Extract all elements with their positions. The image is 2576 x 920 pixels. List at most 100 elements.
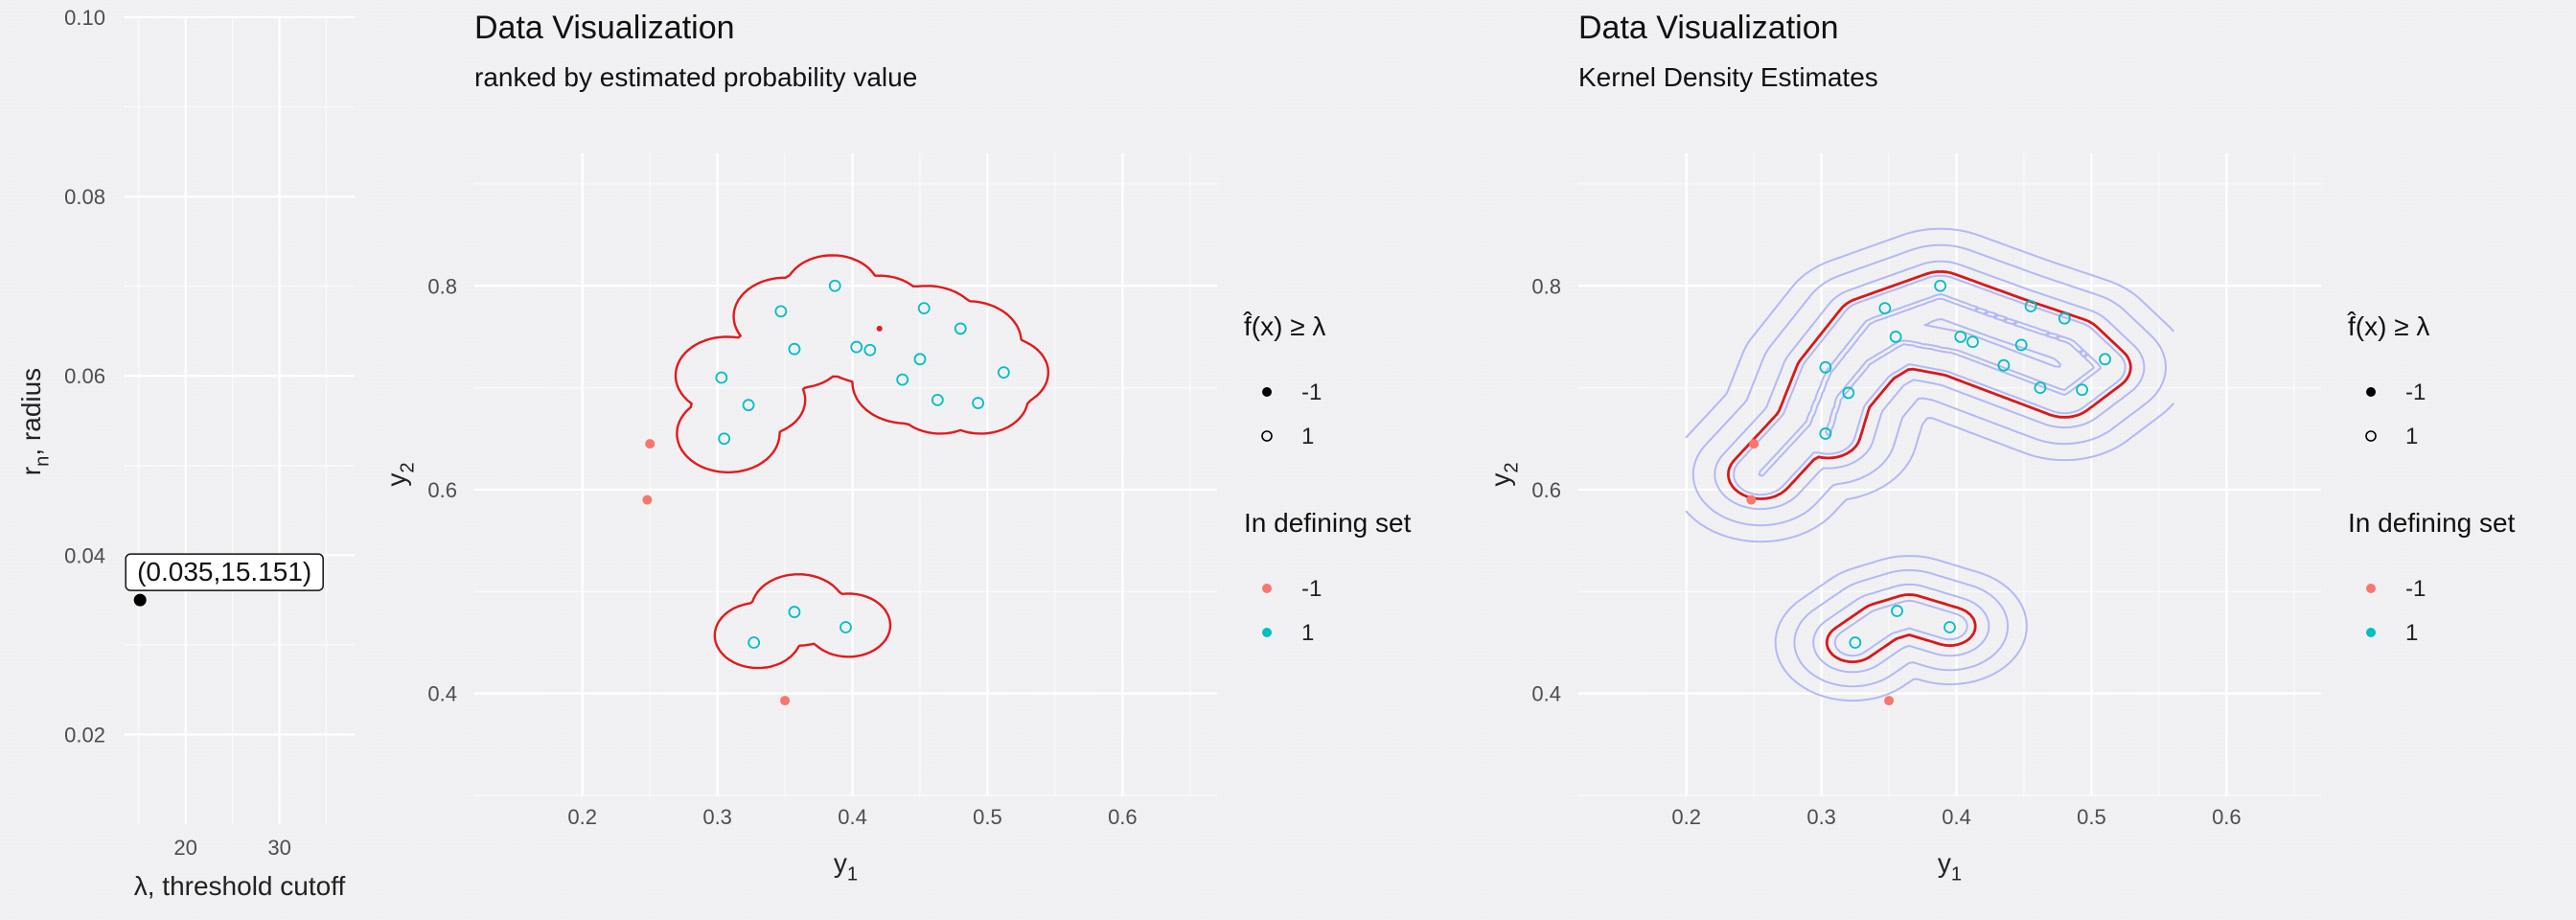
data-point-1 bbox=[1889, 331, 1902, 343]
legend-label: -1 bbox=[1301, 576, 1322, 602]
data-point-1 bbox=[715, 371, 728, 384]
x-tick-label: 0.6 bbox=[2212, 805, 2242, 829]
x-axis-label: λ, threshold cutoff bbox=[134, 871, 346, 901]
data-point-1 bbox=[1819, 360, 1832, 374]
data-point-1 bbox=[788, 342, 801, 356]
annotation-label: (0.035,15.151) bbox=[137, 557, 311, 586]
legend-key-open bbox=[1261, 430, 1273, 442]
data-point-1 bbox=[850, 340, 863, 354]
y-tick-label: 0.8 bbox=[1531, 274, 1561, 298]
kde-contour bbox=[1758, 293, 2102, 477]
y-tick-label: 0.4 bbox=[1531, 682, 1561, 706]
data-point--1 bbox=[642, 494, 653, 505]
chart-title: Data Visualization bbox=[1578, 10, 1839, 46]
kde-threshold-contour bbox=[1727, 270, 2132, 500]
data-point-1 bbox=[2024, 300, 2037, 312]
data-point-1 bbox=[2076, 383, 2088, 397]
legend-key-color bbox=[1262, 584, 1272, 593]
data-point-1 bbox=[917, 302, 931, 315]
x-tick-label: 0.4 bbox=[838, 805, 867, 829]
data-point-1 bbox=[913, 353, 927, 366]
data-point--1 bbox=[1884, 696, 1895, 706]
data-point-1 bbox=[954, 322, 967, 335]
legend-title-color: In defining set bbox=[2348, 508, 2516, 538]
data-point-1 bbox=[972, 397, 984, 409]
data-point-1 bbox=[1966, 335, 1979, 349]
legend-title-shape: f̂(x) ≥ λ bbox=[2347, 311, 2430, 341]
y-tick-label: 0.8 bbox=[427, 274, 457, 298]
legend-key-color bbox=[2366, 584, 2376, 593]
data-point-1 bbox=[2034, 381, 2047, 395]
data-point-1 bbox=[742, 399, 755, 412]
legend-key-color bbox=[1262, 628, 1272, 637]
chart-subtitle: ranked by estimated probability value bbox=[474, 62, 917, 92]
data-point bbox=[133, 593, 147, 607]
data-point-1 bbox=[1878, 302, 1892, 315]
legend-key-color bbox=[2366, 628, 2376, 637]
x-tick-label: 0.5 bbox=[973, 805, 1002, 829]
y-tick-label: 0.6 bbox=[427, 478, 457, 502]
data-point-1 bbox=[1842, 386, 1855, 400]
x-tick-label: 0.6 bbox=[1108, 805, 1138, 829]
x-tick-label: 0.3 bbox=[1806, 805, 1836, 829]
contour-boundary bbox=[713, 573, 892, 670]
annotation-box bbox=[125, 553, 324, 591]
chart-subtitle: Kernel Density Estimates bbox=[1578, 62, 1878, 92]
data-point-1 bbox=[1891, 605, 1903, 617]
data-point--1 bbox=[1746, 494, 1757, 505]
x-tick-label: 0.2 bbox=[1671, 805, 1701, 829]
data-point-1 bbox=[774, 305, 788, 318]
data-point--1 bbox=[780, 696, 791, 706]
x-axis-label: y1 bbox=[834, 848, 858, 885]
legend-title-color: In defining set bbox=[1244, 508, 1412, 538]
x-tick-label: 0.3 bbox=[702, 805, 732, 829]
x-tick-label: 20 bbox=[173, 836, 196, 860]
data-point-1 bbox=[1944, 621, 1956, 633]
legend-label: 1 bbox=[2405, 620, 2418, 646]
kde-contour bbox=[1774, 555, 2028, 702]
y-tick-label: 0.08 bbox=[64, 185, 105, 209]
x-tick-label: 0.4 bbox=[1942, 805, 1971, 829]
contour-boundary bbox=[674, 254, 1049, 474]
data-point-1 bbox=[2099, 353, 2111, 366]
data-point-1 bbox=[840, 621, 852, 633]
kde-contour bbox=[1833, 599, 1968, 657]
data-point-1 bbox=[788, 606, 801, 618]
kde-contour bbox=[1685, 227, 2174, 543]
data-point-1 bbox=[2058, 311, 2071, 325]
legend-label: -1 bbox=[2405, 380, 2426, 405]
data-point-1 bbox=[931, 393, 944, 406]
data-point-1 bbox=[718, 432, 731, 446]
kde-contour bbox=[1691, 243, 2167, 527]
data-point-1 bbox=[2014, 338, 2028, 352]
kde-threshold-contour bbox=[1825, 593, 1977, 664]
data-point--1 bbox=[645, 439, 656, 449]
data-point-1 bbox=[828, 279, 841, 292]
y-axis-label: y2 bbox=[1485, 462, 1522, 486]
y-tick-label: 0.06 bbox=[64, 364, 105, 388]
contour-fragment bbox=[876, 325, 883, 332]
data-point-1 bbox=[748, 636, 761, 649]
y-tick-label: 0.4 bbox=[427, 682, 457, 706]
legend-key-filled bbox=[1262, 387, 1272, 397]
data-point-1 bbox=[1954, 331, 1967, 343]
legend-label: -1 bbox=[2405, 576, 2426, 602]
kde-contour bbox=[1812, 583, 1990, 674]
legend-label: 1 bbox=[2405, 424, 2418, 449]
x-tick-label: 0.5 bbox=[2077, 805, 2106, 829]
chart-title: Data Visualization bbox=[474, 10, 735, 46]
data-point-1 bbox=[1819, 427, 1832, 440]
x-axis-label: y1 bbox=[1938, 848, 1962, 885]
data-point-1 bbox=[1934, 279, 1947, 292]
legend-label: -1 bbox=[1301, 380, 1322, 405]
data-point--1 bbox=[1749, 439, 1760, 449]
data-point-1 bbox=[863, 343, 877, 356]
data-point-1 bbox=[1997, 358, 2011, 372]
y-tick-label: 0.04 bbox=[64, 543, 105, 567]
legend-key-filled bbox=[2366, 387, 2376, 397]
legend-label: 1 bbox=[1301, 620, 1314, 646]
x-tick-label: 30 bbox=[267, 836, 290, 860]
x-tick-label: 0.2 bbox=[567, 805, 597, 829]
